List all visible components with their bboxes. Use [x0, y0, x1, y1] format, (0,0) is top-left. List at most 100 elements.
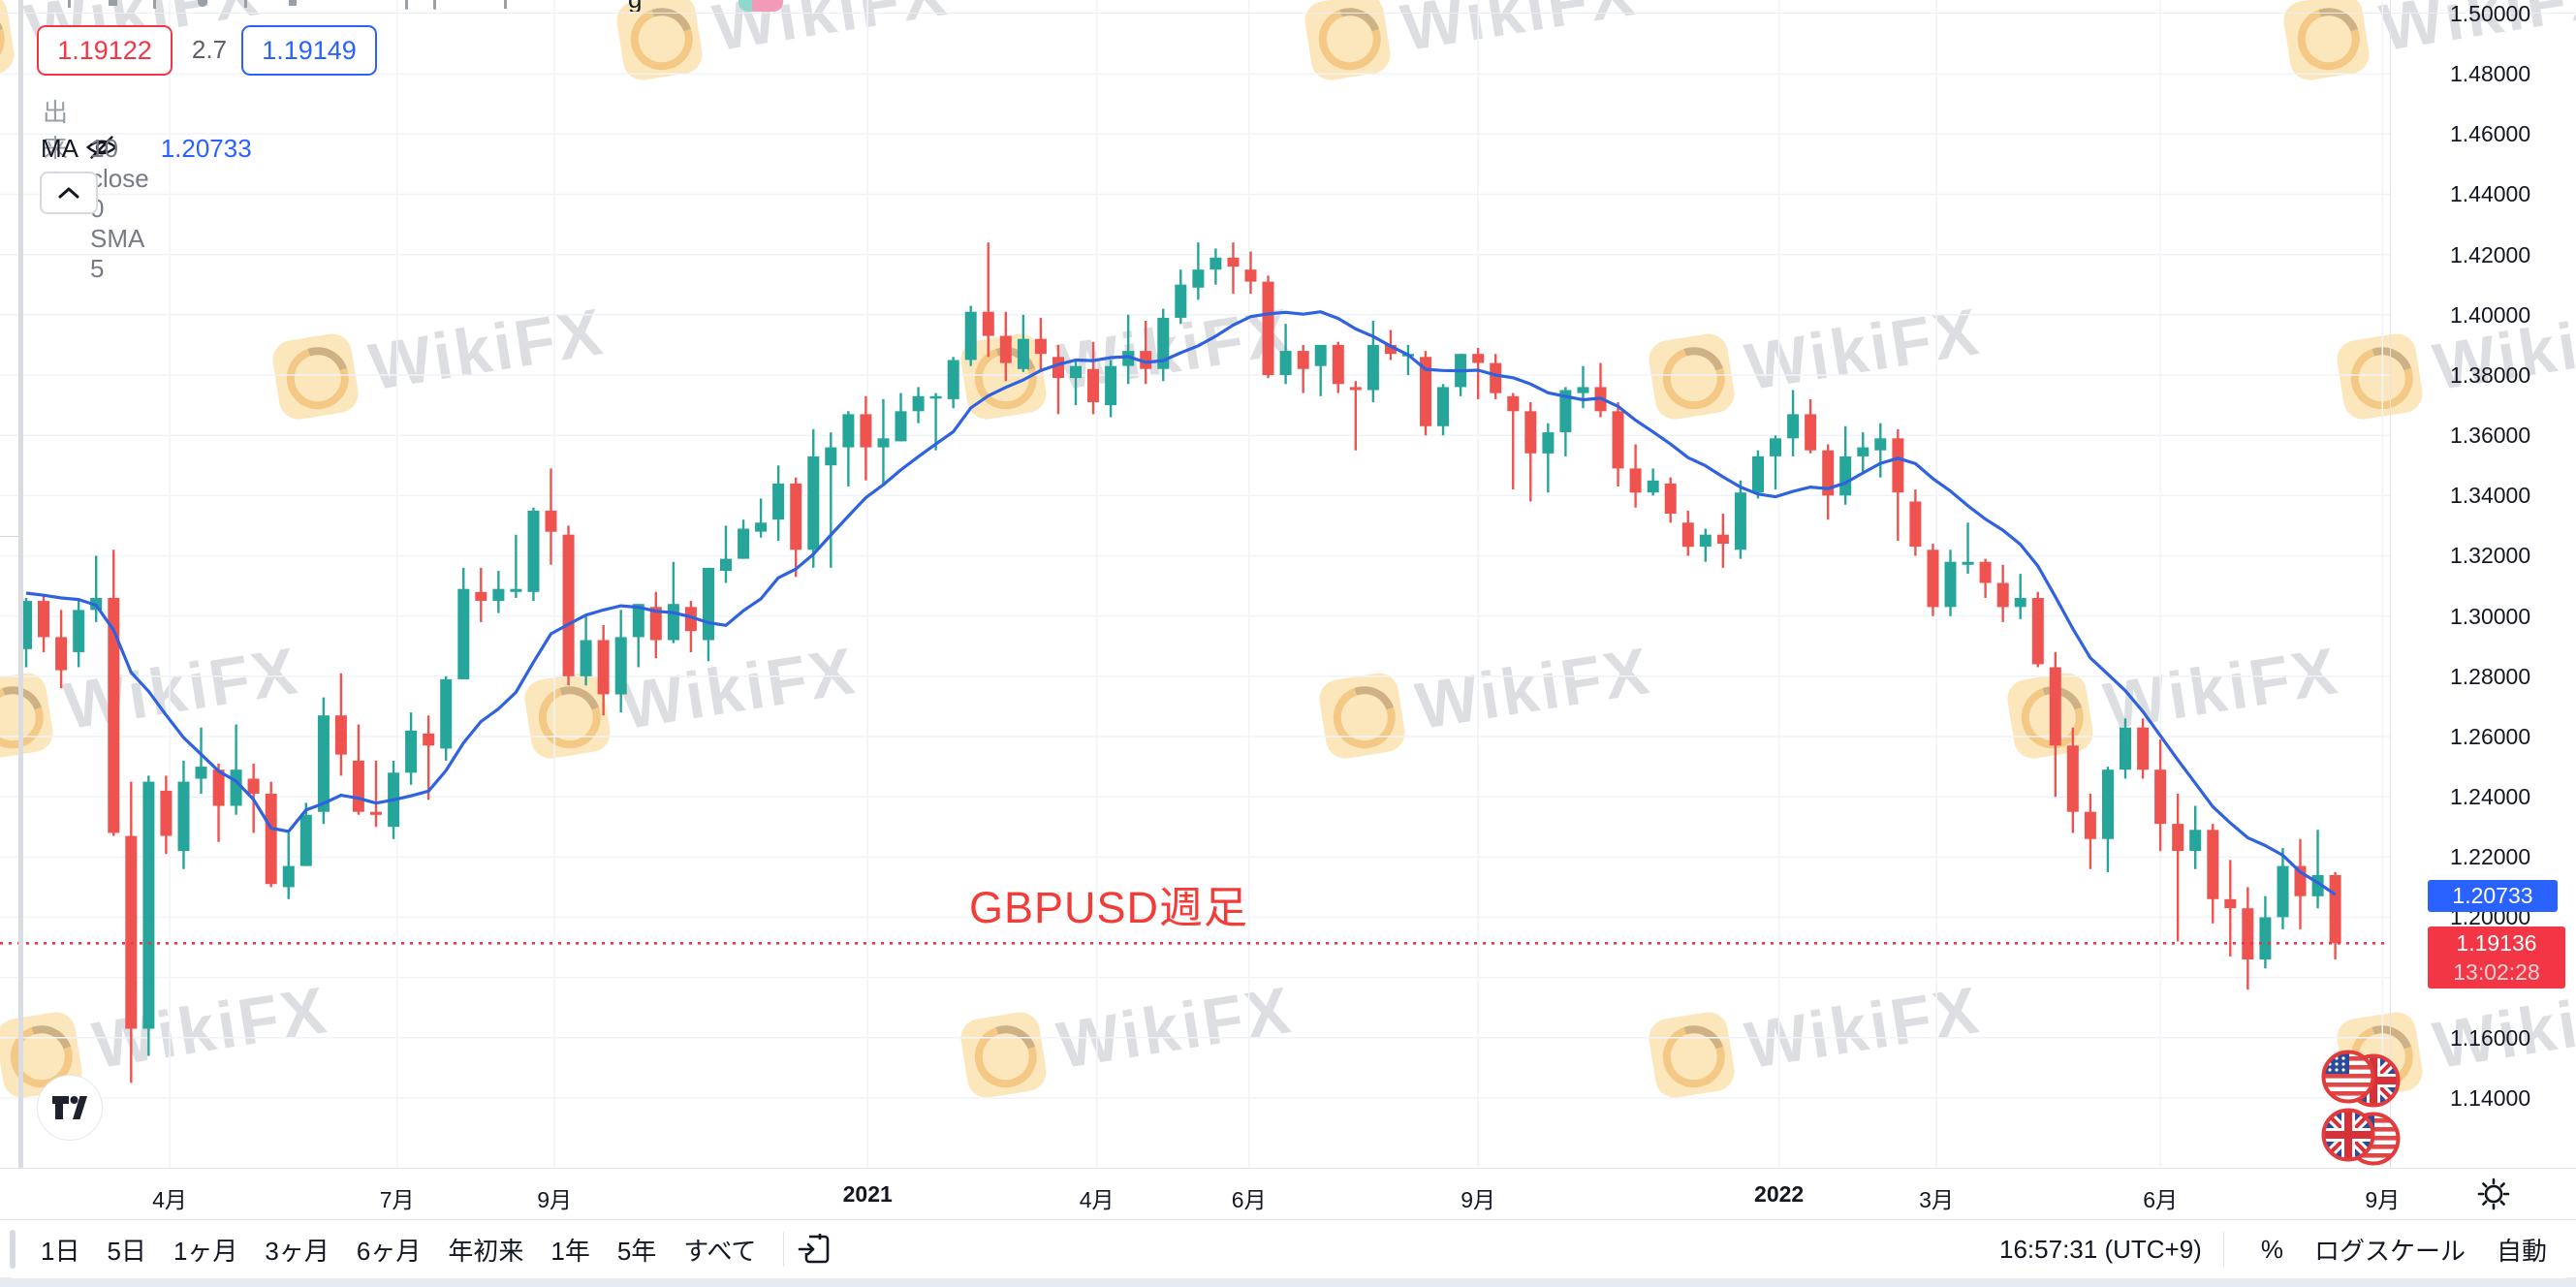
candle-body [790, 483, 802, 550]
range-button-1[interactable]: 5日 [107, 1236, 146, 1266]
toolbar-drag-handle[interactable] [10, 1230, 16, 1269]
candle-body [1979, 561, 1992, 583]
candle-body [1734, 492, 1746, 550]
time-axis[interactable]: 4月 7月 9月 2021 4月 6月 9月 2022 3月 6月 9月 [0, 1168, 2576, 1220]
candle-body [720, 558, 732, 571]
ma-current-value: 1.20733 [160, 134, 252, 163]
range-button-5[interactable]: 年初来 [448, 1236, 524, 1266]
candle-body [1140, 351, 1152, 369]
sell-quote-button[interactable]: 1.19122 [37, 25, 173, 76]
candle-body [842, 414, 855, 448]
candle-body [2277, 865, 2289, 918]
eye-slash-icon[interactable] [83, 129, 120, 166]
top-strip-fragment [289, 0, 297, 6]
time-tick-label: 9月 [537, 1187, 573, 1212]
buy-quote-button[interactable]: 1.19149 [241, 25, 377, 76]
candle-body [108, 598, 120, 833]
candle-body [545, 510, 557, 532]
candle-body [405, 730, 418, 773]
candle-body [1175, 284, 1187, 318]
candle-body [2031, 598, 2044, 665]
candle-body [195, 767, 207, 779]
candle-body [1244, 269, 1257, 282]
candle-body [38, 601, 49, 638]
candle-body [1944, 561, 1957, 608]
log-scale-button[interactable]: ログスケール [2313, 1236, 2466, 1266]
price-tick-label: 1.22000 [2450, 844, 2531, 870]
candle-body [1017, 338, 1029, 369]
range-button-0[interactable]: 1日 [41, 1236, 80, 1266]
candle-body [1874, 438, 1887, 451]
candle-body [1262, 281, 1274, 375]
range-button-6[interactable]: 1年 [550, 1236, 590, 1266]
candle-body [2014, 598, 2026, 608]
candle-body [475, 591, 487, 602]
price-tick-label: 1.36000 [2450, 423, 2531, 449]
price-tick-label: 1.24000 [2450, 784, 2531, 810]
page-background-strip [0, 1277, 2576, 1287]
price-tick-label: 1.42000 [2450, 241, 2531, 267]
candle-body [1209, 257, 1222, 270]
time-tick-label: 2022 [1754, 1181, 1805, 1207]
candle-body [964, 311, 977, 361]
candle-body [999, 335, 1012, 363]
candle-body [1752, 455, 1764, 493]
candle-body [703, 567, 714, 641]
candle-body [2172, 824, 2184, 852]
candle-body [265, 794, 277, 885]
candle-body [807, 455, 820, 550]
candle-body [527, 510, 540, 592]
candle-body [2329, 875, 2341, 944]
candle-body [1192, 269, 1205, 288]
time-tick-label: 9月 [2365, 1187, 2401, 1212]
top-strip-color-icon [738, 0, 783, 12]
candle-body [667, 604, 679, 641]
top-strip-fragment [198, 0, 207, 7]
left-panel-divider [18, 0, 23, 1168]
ma-label: MA [41, 134, 79, 163]
price-tick-label: 1.30000 [2450, 603, 2531, 629]
candle-body [20, 601, 32, 649]
top-strip-fragment [244, 0, 247, 8]
collapse-legend-button[interactable] [40, 172, 98, 214]
candle-body [492, 588, 505, 602]
tradingview-logo[interactable] [37, 1075, 103, 1141]
candle-body [2137, 727, 2150, 770]
go-to-date-button[interactable] [798, 1232, 832, 1267]
auto-scale-button[interactable]: 自動 [2496, 1236, 2547, 1266]
range-button-2[interactable]: 1ヶ月 [173, 1236, 238, 1266]
ma-axis-price-label: 1.20733 [2428, 879, 2558, 912]
price-tick-label: 1.50000 [2450, 1, 2531, 26]
candle-body [929, 395, 942, 399]
candle-body [580, 640, 592, 676]
top-strip-fragment [433, 0, 436, 10]
range-button-8[interactable]: すべて [683, 1236, 757, 1266]
range-button-7[interactable]: 5年 [616, 1236, 657, 1266]
candle-body [982, 311, 994, 336]
price-tick-label: 1.28000 [2450, 663, 2531, 689]
percent-scale-button[interactable]: % [2260, 1234, 2283, 1264]
candle-body [2066, 745, 2079, 812]
candle-body [614, 637, 627, 695]
candle-body [1490, 362, 1502, 393]
range-button-3[interactable]: 3ヶ月 [265, 1236, 330, 1266]
clock-timezone[interactable]: 16:57:31 (UTC+9) [1999, 1234, 2202, 1264]
candle-body [160, 790, 173, 836]
price-axis[interactable]: 1.50000 1.48000 1.46000 1.44000 1.42000 1.400… [2390, 0, 2576, 1168]
candle-body [1787, 414, 1800, 439]
candle-body [352, 760, 364, 812]
candle-body [1664, 483, 1677, 514]
candle-body [1314, 344, 1327, 366]
candle-body [1857, 447, 1869, 456]
spread-value: 2.7 [191, 35, 228, 64]
candle-body [1822, 450, 1835, 496]
candle-body [2049, 667, 2061, 746]
range-button-4[interactable]: 6ヶ月 [356, 1236, 422, 1266]
candlestick-chart[interactable] [0, 0, 2390, 1168]
candle-body [597, 640, 610, 695]
candle-body [125, 835, 138, 1029]
axis-settings-gear-icon[interactable] [2473, 1174, 2514, 1214]
candle-body [334, 715, 347, 755]
time-tick-label: 4月 [1079, 1187, 1115, 1212]
